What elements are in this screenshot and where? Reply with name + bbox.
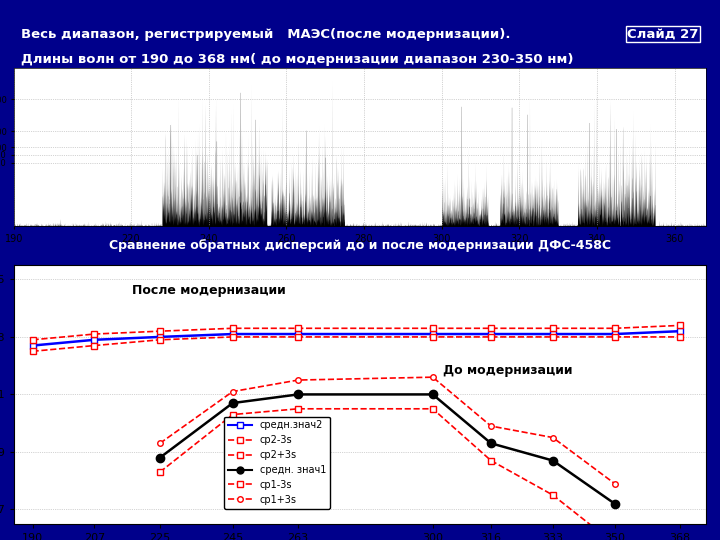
Text: После модернизации: После модернизации (132, 284, 286, 296)
Legend: средн.знач2, ср2-3s, ср2+3s, средн. знач1, ср1-3s, ср1+3s: средн.знач2, ср2-3s, ср2+3s, средн. знач… (224, 416, 330, 509)
Text: Длины волн от 190 до 368 нм( до модернизации диапазон 230-350 нм): Длины волн от 190 до 368 нм( до модерниз… (22, 53, 574, 66)
Text: Сравнение обратных дисперсий до и после модернизации ДФС-458С: Сравнение обратных дисперсий до и после … (109, 239, 611, 252)
Text: Весь диапазон, регистрируемый   МАЭС(после модернизации).: Весь диапазон, регистрируемый МАЭС(после… (22, 28, 510, 40)
Text: До модернизации: До модернизации (443, 364, 572, 377)
Text: Слайд 27: Слайд 27 (627, 28, 698, 40)
